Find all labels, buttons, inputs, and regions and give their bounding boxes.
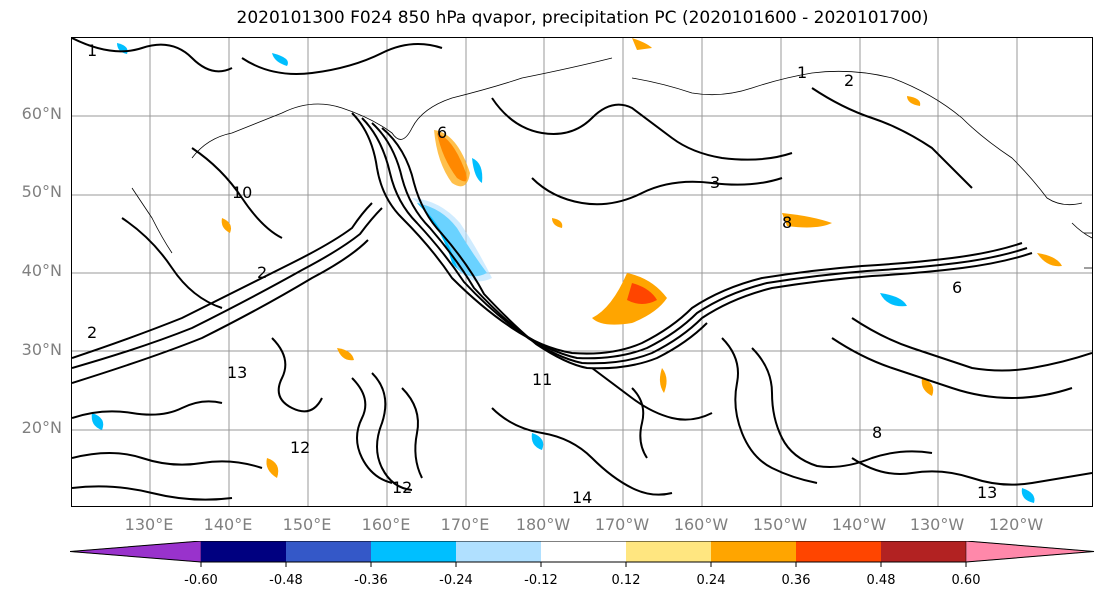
contour-label: 13 [977, 483, 997, 502]
contour-label: 6 [952, 278, 962, 297]
colorbar-segment [371, 541, 456, 562]
lon-label-140w: 140°W [831, 515, 887, 534]
lon-label-150w: 150°W [752, 515, 808, 534]
coastlines [131, 57, 1092, 269]
colorbar-label: -0.12 [524, 573, 558, 588]
colorbar-segment [70, 541, 202, 563]
colorbar-segment [965, 541, 1095, 563]
lon-label-180w: 180°W [515, 515, 571, 534]
lat-label-60n: 60°N [21, 104, 62, 123]
lon-label-130w: 130°W [909, 515, 965, 534]
colorbar-segment [541, 541, 626, 562]
map-panel: 1 1 2 3 6 6 2 10 11 12 12 13 13 14 2 8 8 [71, 37, 1093, 507]
contour-label: 12 [392, 478, 412, 497]
lat-label-50n: 50°N [21, 182, 62, 201]
colorbar-ticks [200, 562, 967, 567]
colorbar-segment [286, 541, 371, 562]
lat-label-20n: 20°N [21, 418, 62, 437]
lon-label-120w: 120°W [988, 515, 1044, 534]
colorbar-segment [626, 541, 711, 562]
colorbar-label: -0.60 [184, 573, 218, 588]
contour-label: 1 [87, 41, 97, 60]
colorbar-label: 0.24 [696, 573, 726, 588]
lon-label-170w: 170°W [594, 515, 650, 534]
contour-label: 3 [710, 173, 720, 192]
contour-label: 12 [290, 438, 310, 457]
colorbar-label: -0.36 [354, 573, 388, 588]
colorbar-segment [881, 541, 966, 562]
contour-label: 11 [532, 370, 552, 389]
colorbar-segment [796, 541, 881, 562]
colorbar-label: -0.48 [269, 573, 303, 588]
colorbar [70, 541, 1095, 567]
colorbar-label: -0.24 [439, 573, 473, 588]
lat-label-30n: 30°N [21, 340, 62, 359]
lon-label-160w: 160°W [673, 515, 729, 534]
map-plot: 1 1 2 3 6 6 2 10 11 12 12 13 13 14 2 8 8 [72, 38, 1092, 507]
lon-label-160e: 160°E [361, 515, 411, 534]
colorbar-segment [456, 541, 541, 562]
contour-label: 1 [797, 63, 807, 82]
colorbar-segment [201, 541, 286, 562]
contour-label: 8 [872, 423, 882, 442]
lon-label-170e: 170°E [440, 515, 490, 534]
precipitation-patches [91, 38, 1062, 503]
lon-label-150e: 150°E [282, 515, 332, 534]
qvapor-contours [72, 38, 1092, 501]
contour-label: 13 [227, 363, 247, 382]
colorbar-label: 0.48 [866, 573, 896, 588]
colorbar-label: 0.12 [611, 573, 641, 588]
graticule [72, 38, 1092, 506]
colorbar-label: 0.60 [951, 573, 981, 588]
map-title: 2020101300 F024 850 hPa qvapor, precipit… [236, 8, 929, 28]
contour-label: 8 [782, 213, 792, 232]
contour-label: 14 [572, 488, 592, 507]
contour-label: 10 [232, 183, 252, 202]
contour-label: 2 [87, 323, 97, 342]
contour-label: 6 [437, 123, 447, 142]
lon-label-130e: 130°E [124, 515, 174, 534]
lon-label-140e: 140°E [203, 515, 253, 534]
contour-label: 2 [844, 71, 854, 90]
contour-labels: 1 1 2 3 6 6 2 10 11 12 12 13 13 14 2 8 8 [87, 41, 997, 507]
colorbar-label: 0.36 [781, 573, 811, 588]
colorbar-segment [711, 541, 796, 562]
contour-label: 2 [257, 263, 267, 282]
lat-label-40n: 40°N [21, 261, 62, 280]
